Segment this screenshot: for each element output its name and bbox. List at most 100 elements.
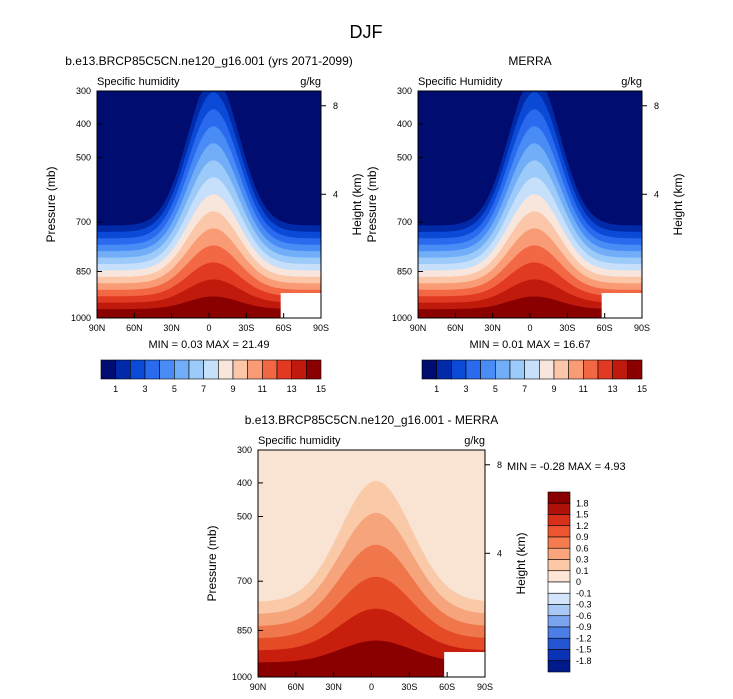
panels-layer: b.e13.BRCP85C5CN.ne120_g16.001 (yrs 2071… — [44, 54, 685, 692]
x-tick-label: 0 — [206, 323, 211, 333]
missing-data-patch — [444, 652, 485, 677]
colorbar-swatch — [547, 547, 571, 560]
chart-panel-3: b.e13.BRCP85C5CN.ne120_g16.001 - MERRA Sp… — [205, 413, 626, 692]
y-axis-label: Pressure (mb) — [44, 166, 58, 242]
x-tick-label: 90S — [634, 323, 650, 333]
colorbar-swatch — [144, 359, 160, 380]
variable-label: Specific Humidity — [418, 76, 503, 88]
colorbar-swatch — [100, 359, 116, 380]
colorbar-label: 0.9 — [576, 532, 589, 542]
colorbar-swatch — [451, 359, 467, 380]
y-right-axis-label: Height (km) — [671, 173, 685, 235]
colorbar-label: -1.8 — [576, 656, 592, 666]
colorbar-swatch — [547, 536, 571, 549]
y-tick-label: 1000 — [392, 313, 412, 323]
y-tick-label: 400 — [76, 119, 91, 129]
colorbar-swatch — [276, 359, 292, 380]
colorbar-swatch — [421, 359, 437, 380]
y-tick-label: 500 — [237, 512, 252, 522]
colorbar-swatch — [547, 514, 571, 527]
colorbar-label: 0.3 — [576, 555, 589, 565]
colorbar-label: 9 — [230, 384, 235, 394]
x-tick-label: 90N — [250, 682, 267, 692]
colorbar-swatch — [547, 559, 571, 572]
y-tick-label: 1000 — [232, 672, 252, 682]
y-right-tick-label: 4 — [333, 189, 338, 199]
chart-panel-2: MERRA Specific Humidity g/kg 90N 60N 30N 0 30S 6… — [365, 54, 685, 394]
y-right-tick-label: 4 — [497, 548, 502, 558]
colorbar-swatch — [597, 359, 613, 380]
colorbar-swatch — [291, 359, 307, 380]
contour-band — [258, 640, 485, 677]
colorbar-label: 1 — [113, 384, 118, 394]
y-tick-label: 700 — [237, 576, 252, 586]
y-tick-label: 850 — [76, 266, 91, 276]
x-tick-label: 30S — [238, 323, 254, 333]
missing-data-patch — [601, 293, 642, 318]
colorbar-swatch — [547, 626, 571, 639]
colorbar-label: 1 — [434, 384, 439, 394]
x-tick-label: 30S — [401, 682, 417, 692]
colorbar-label: 1.2 — [576, 521, 589, 531]
colorbar-label: 13 — [287, 384, 297, 394]
y-tick-label: 300 — [237, 445, 252, 455]
colorbar-label: 1.5 — [576, 510, 589, 520]
panel-title: MERRA — [508, 54, 551, 68]
contour-band — [97, 296, 321, 318]
y-right-axis-label: Height (km) — [514, 532, 528, 594]
colorbar-swatch — [547, 604, 571, 617]
x-tick-label: 30N — [325, 682, 342, 692]
y-tick-label: 850 — [397, 266, 412, 276]
colorbar-label: 11 — [258, 384, 267, 394]
colorbar-swatch — [436, 359, 452, 380]
colorbar-swatch — [547, 615, 571, 628]
missing-data-patch — [280, 293, 321, 318]
colorbar-swatch — [306, 359, 322, 380]
x-tick-label: 60N — [288, 682, 305, 692]
chart-panel-1: b.e13.BRCP85C5CN.ne120_g16.001 (yrs 2071… — [44, 54, 364, 394]
x-tick-label: 30N — [163, 323, 180, 333]
x-tick-label: 0 — [369, 682, 374, 692]
y-tick-label: 850 — [237, 625, 252, 635]
colorbar-label: -1.5 — [576, 645, 592, 655]
colorbar-swatch — [553, 359, 569, 380]
colorbar-swatch — [232, 359, 248, 380]
colorbar-swatch — [539, 359, 555, 380]
colorbar-label: -0.1 — [576, 588, 592, 598]
colorbar-swatch — [203, 359, 219, 380]
colorbar-swatch — [547, 502, 571, 515]
y-right-tick-label: 8 — [333, 101, 338, 111]
colorbar-swatch — [480, 359, 496, 380]
variable-label: Specific humidity — [97, 76, 180, 88]
y-right-axis-label: Height (km) — [350, 173, 364, 235]
y-tick-label: 500 — [76, 153, 91, 163]
colorbar-swatch — [509, 359, 525, 380]
colorbar-swatch — [583, 359, 599, 380]
colorbar-swatch — [188, 359, 204, 380]
colorbar-swatch — [159, 359, 175, 380]
x-tick-label: 60S — [439, 682, 455, 692]
colorbar-swatch — [218, 359, 234, 380]
units-label: g/kg — [621, 76, 642, 88]
colorbar-swatch — [547, 637, 571, 650]
colorbar-label: 0.6 — [576, 543, 589, 553]
y-axis-label: Pressure (mb) — [365, 166, 379, 242]
colorbar-swatch — [465, 359, 481, 380]
x-tick-label: 60N — [126, 323, 143, 333]
min-max-stats: MIN = -0.28 MAX = 4.93 — [507, 461, 626, 473]
x-tick-label: 60N — [447, 323, 464, 333]
x-tick-label: 90N — [410, 323, 427, 333]
figure-title: DJF — [350, 22, 383, 42]
colorbar-label: 15 — [637, 384, 647, 394]
colorbar-label: -0.3 — [576, 600, 592, 610]
colorbar-swatch — [247, 359, 263, 380]
y-tick-label: 700 — [76, 217, 91, 227]
colorbar-swatch — [174, 359, 190, 380]
colorbar-swatch — [547, 660, 571, 673]
colorbar-swatch — [547, 525, 571, 538]
y-tick-label: 400 — [237, 478, 252, 488]
colorbar-swatch — [130, 359, 146, 380]
colorbar-swatch — [115, 359, 131, 380]
colorbar-label: 11 — [579, 384, 588, 394]
